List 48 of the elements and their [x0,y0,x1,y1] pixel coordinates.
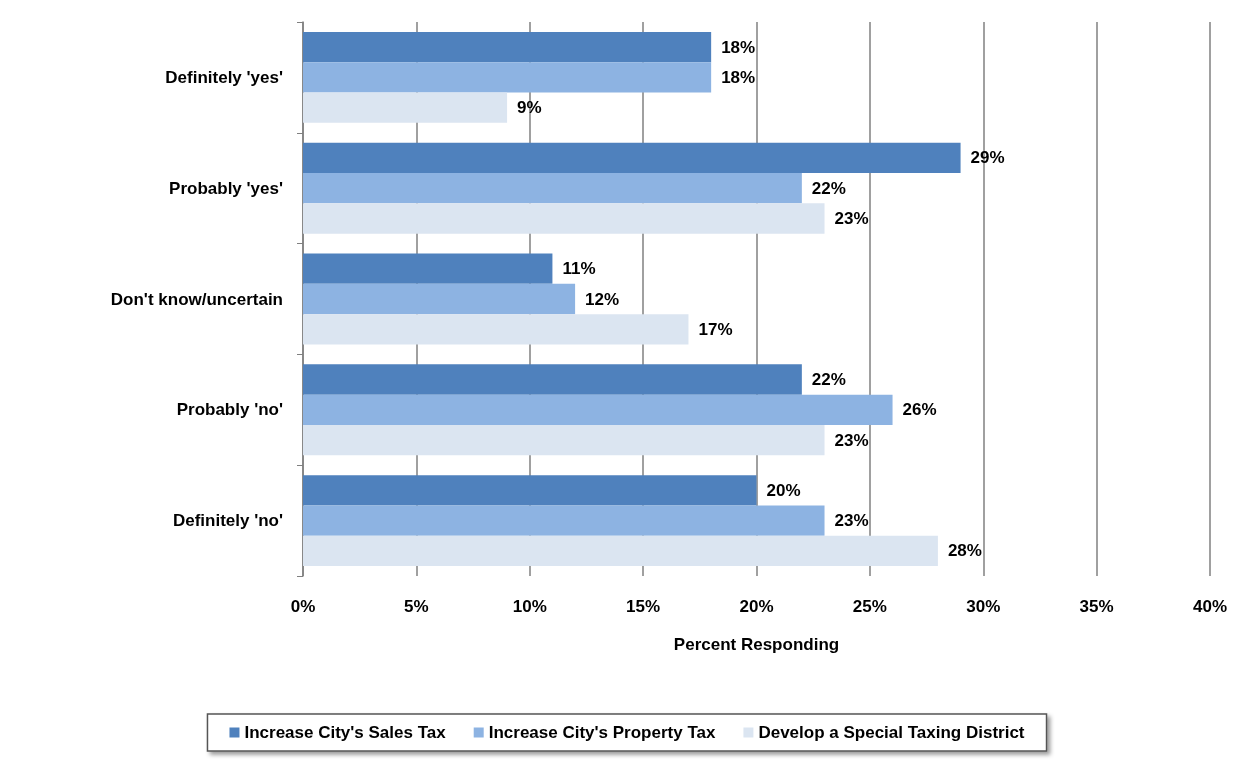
y-tick-label: Definitely 'no' [172,511,283,531]
bar [303,62,712,93]
data-label: 23% [834,430,869,450]
x-tick-label: 25% [852,597,887,616]
bar [303,314,689,345]
bar [303,142,961,174]
x-tick-label: 10% [512,597,547,616]
x-tick-label: 35% [1079,597,1114,616]
bar [303,394,893,425]
x-tick-label: 30% [966,597,1001,616]
data-label: 22% [811,370,846,390]
bar [303,203,825,234]
bar [303,253,553,284]
data-label: 26% [902,400,937,420]
bar [303,92,508,123]
bar [303,31,712,63]
x-tick-label: 5% [404,597,429,616]
bar [303,535,938,567]
legend-label: Increase City's Sales Tax [244,723,447,742]
data-label: 29% [970,148,1005,168]
data-label: 22% [811,178,846,198]
bar [303,173,802,204]
bar [303,475,757,506]
data-label: 9% [517,98,542,118]
data-label: 23% [834,208,869,228]
x-tick-label: 40% [1192,597,1228,616]
data-label: 18% [721,37,756,57]
bar [303,364,802,395]
x-tick-label: 0% [290,597,316,616]
bar [303,283,576,315]
x-axis-title: Percent Responding [673,635,840,654]
y-tick-label: Probably 'yes' [169,178,283,198]
bar [303,505,825,536]
x-tick-label: 20% [739,597,774,616]
legend-label: Increase City's Property Tax [488,723,716,742]
y-tick-label: Probably 'no' [176,400,283,420]
data-label: 23% [834,511,869,531]
data-label: 18% [721,67,756,87]
bar [303,424,825,456]
data-label: 11% [562,259,596,279]
data-label: 12% [585,289,620,309]
legend-label: Develop a Special Taxing District [758,723,1025,742]
x-tick-label: 15% [626,597,661,616]
data-label: 17% [698,319,733,339]
y-tick-label: Definitely 'yes' [165,67,283,87]
y-tick-label: Don't know/uncertain [110,289,283,309]
data-label: 28% [947,541,982,561]
data-label: 20% [766,480,801,500]
